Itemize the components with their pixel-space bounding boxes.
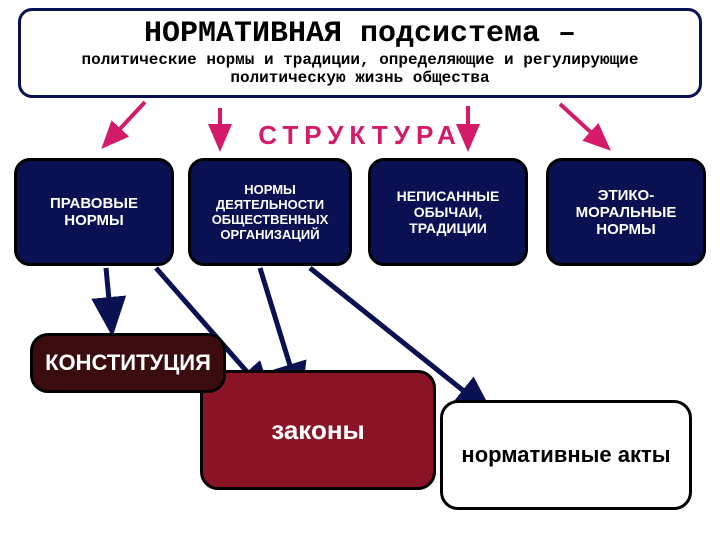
blue-box-ethical: ЭТИКО-МОРАЛЬНЫЕ НОРМЫ [546,158,706,266]
red-box-laws: законы [200,370,436,490]
arrow-magenta [560,104,608,148]
title-main: НОРМАТИВНАЯ подсистема – [29,17,691,51]
blue-box-org-norms: НОРМЫ ДЕЯТЕЛЬНОСТИ ОБЩЕСТВЕННЫХ ОРГАНИЗА… [188,158,352,266]
arrow-navy [106,268,112,332]
arrow-magenta [104,102,145,146]
blue-box-legal-norms: ПРАВОВЫЕ НОРМЫ [14,158,174,266]
title-box: НОРМАТИВНАЯ подсистема – политические но… [18,8,702,98]
red-box-acts: нормативные акты [440,400,692,510]
title-sub: политические нормы и традиции, определяю… [29,51,691,87]
section-label: СТРУКТУРА [200,120,520,151]
red-box-constitution: КОНСТИТУЦИЯ [30,333,226,393]
blue-box-unwritten: НЕПИСАННЫЕ ОБЫЧАИ, ТРАДИЦИИ [368,158,528,266]
